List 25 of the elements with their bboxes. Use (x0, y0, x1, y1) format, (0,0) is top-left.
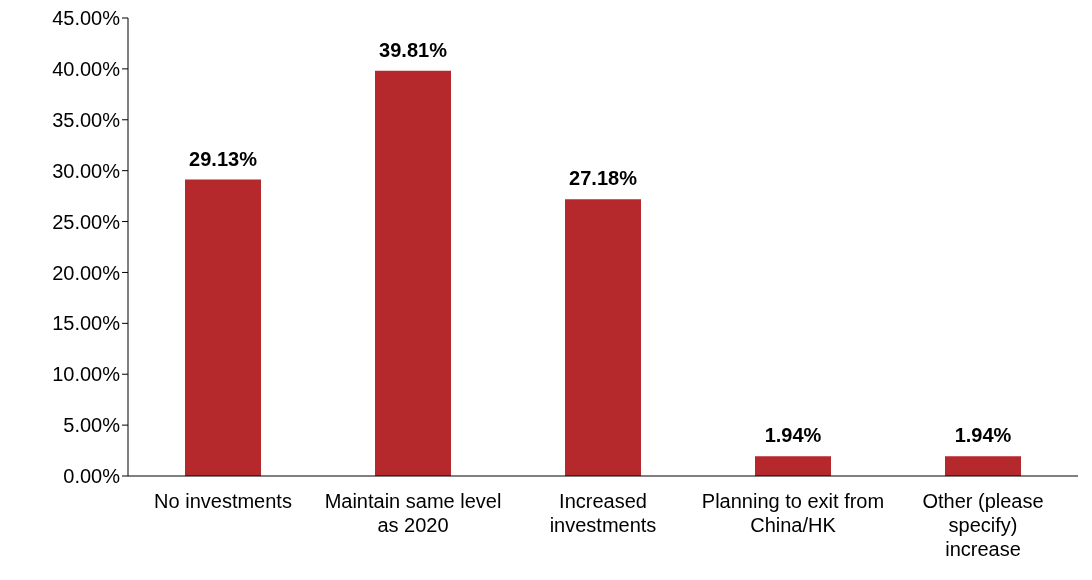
x-tick-label: Increased investments (549, 490, 657, 536)
y-tick-label: 40.00% (52, 57, 121, 80)
x-tick-label: Other (please specify) increase (922, 490, 1044, 560)
y-tick-label: 5.00% (63, 414, 121, 437)
data-label: 39.81% (379, 38, 448, 61)
x-tick-label: Maintain same level as 2020 (324, 490, 502, 536)
data-label: 1.94% (764, 424, 822, 447)
y-tick-label: 30.00% (52, 159, 121, 182)
y-tick-label: 25.00% (52, 210, 121, 233)
x-tick-label: No investments (154, 490, 292, 512)
bar (185, 179, 261, 476)
bar (755, 456, 831, 476)
y-tick-label: 20.00% (52, 261, 121, 284)
data-label: 1.94% (954, 424, 1012, 447)
data-label: 29.13% (189, 147, 258, 170)
bar (375, 70, 451, 476)
y-tick-label: 45.00% (52, 7, 121, 30)
y-tick-label: 15.00% (52, 312, 121, 335)
bar (945, 456, 1021, 476)
y-tick-label: 10.00% (52, 363, 121, 386)
bar (565, 199, 641, 476)
data-label: 27.18% (569, 167, 638, 190)
y-tick-label: 35.00% (52, 108, 121, 131)
y-tick-label: 0.00% (63, 465, 121, 488)
x-tick-label: Planning to exit from China/HK (701, 490, 885, 536)
